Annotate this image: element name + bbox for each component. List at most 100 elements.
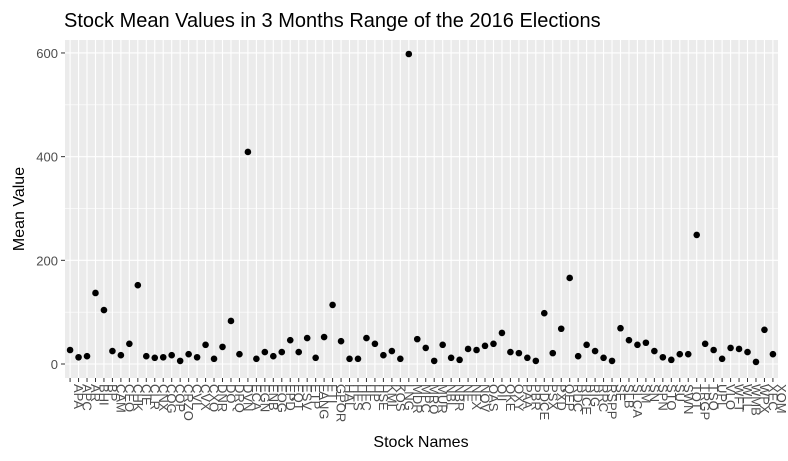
point [693, 231, 701, 239]
point [608, 357, 616, 365]
y-tick-label: 0 [51, 357, 58, 372]
point [659, 353, 667, 361]
point [219, 343, 226, 351]
point [261, 348, 269, 356]
point [244, 148, 252, 156]
point [142, 352, 150, 360]
x-tick-label: NE [461, 384, 476, 402]
point [524, 354, 531, 362]
x-tick-label: CAM [113, 384, 128, 413]
x-tick-label: VLO [723, 384, 738, 410]
point [583, 341, 590, 349]
point [354, 355, 362, 363]
point [769, 350, 777, 358]
point [92, 289, 99, 297]
x-tick-label: RSPP [605, 384, 620, 419]
x-tick-label: WPX [757, 384, 772, 414]
point [735, 345, 743, 353]
point [134, 281, 142, 289]
x-tick-label: CEO [122, 384, 137, 412]
x-tick-label: RICE [579, 384, 594, 415]
x-tick-label: COG [164, 384, 179, 414]
point [447, 354, 455, 362]
x-tick-label: DVN [240, 384, 255, 411]
point [456, 356, 463, 364]
x-tick-label: SN [647, 384, 662, 402]
point [66, 346, 74, 354]
point [270, 352, 277, 360]
point [464, 345, 472, 353]
x-tick-label: EPD [283, 384, 298, 411]
point [718, 355, 726, 363]
point [117, 351, 125, 359]
point [83, 352, 91, 360]
point [651, 347, 658, 355]
point [286, 336, 294, 344]
point [320, 333, 328, 341]
x-tick-label: SPN [655, 384, 670, 411]
point [176, 357, 184, 365]
point [668, 356, 675, 364]
point [642, 339, 650, 347]
x-tick-label: CHK [130, 384, 145, 412]
x-tick-label: CXO [207, 384, 222, 412]
point [236, 350, 243, 358]
point [388, 347, 396, 355]
point [744, 348, 751, 356]
x-tick-label: HFC [359, 384, 374, 411]
x-tick-label: MPC [418, 384, 433, 413]
chart-title: Stock Mean Values in 3 Months Range of t… [64, 10, 601, 32]
point [540, 309, 548, 317]
x-tick-label: APA [71, 384, 86, 409]
plot-panel [65, 40, 778, 378]
point [515, 349, 523, 357]
x-tick-label: CVI [190, 384, 205, 406]
x-tick-label: KOS [393, 384, 408, 412]
point [591, 347, 599, 355]
point [549, 349, 557, 357]
y-tick-label: 400 [36, 150, 58, 165]
point [710, 346, 717, 354]
point [676, 350, 684, 358]
point [253, 355, 260, 363]
point [227, 317, 235, 325]
x-tick-label: RIG [588, 384, 603, 407]
point [193, 353, 201, 361]
point [295, 348, 303, 356]
point [413, 335, 421, 343]
x-tick-label: SLCA [630, 384, 645, 418]
point [422, 344, 430, 352]
x-tick-label: KMI [384, 384, 399, 407]
x-tick-label: FTI [325, 384, 340, 404]
point [473, 346, 480, 354]
x-tick-label: PDCE [537, 384, 552, 420]
x-tick-label: CLR [147, 384, 162, 410]
point [490, 340, 497, 348]
x-tick-label: HSE [376, 384, 391, 411]
x-tick-label: MUR [435, 384, 450, 414]
point [625, 336, 633, 344]
x-tick-label: HAL [342, 384, 357, 409]
x-tick-label: ECA [249, 384, 264, 411]
x-tick-label: AR [88, 384, 103, 402]
point [752, 358, 760, 366]
point [397, 355, 404, 363]
point [405, 50, 413, 58]
x-tick-label: ETP [308, 384, 323, 409]
point [185, 350, 192, 358]
point [371, 340, 379, 348]
point [109, 347, 116, 355]
x-tick-label: TOT [689, 384, 704, 410]
x-tick-label: EOG [274, 384, 289, 413]
y-tick-label: 600 [36, 46, 58, 61]
x-tick-label: QEP [562, 384, 577, 411]
y-axis-title: Mean Value [11, 167, 28, 251]
point [600, 354, 607, 362]
x-tick-label: OII [494, 384, 509, 401]
x-tick-label: TRGP [698, 384, 713, 420]
x-tick-label: CIE [139, 384, 154, 406]
x-tick-label: XOM [774, 384, 788, 414]
point [574, 352, 582, 360]
x-tick-label: BP [105, 384, 120, 401]
x-tick-label: NFX [469, 384, 484, 410]
